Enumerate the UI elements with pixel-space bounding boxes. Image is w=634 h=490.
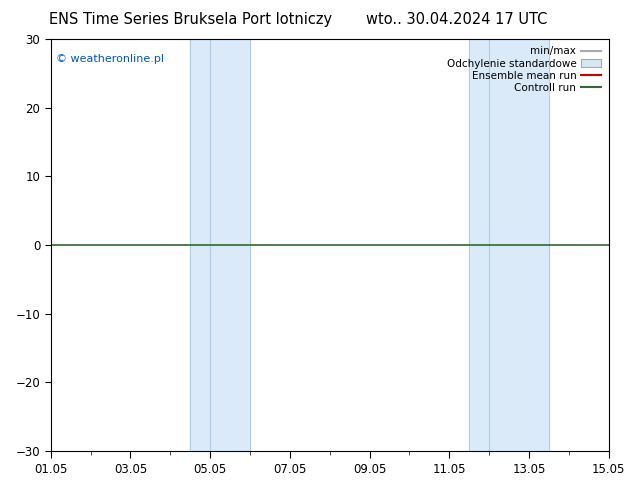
Legend: min/max, Odchylenie standardowe, Ensemble mean run, Controll run: min/max, Odchylenie standardowe, Ensembl… [444,45,604,95]
Text: ENS Time Series Bruksela Port lotniczy: ENS Time Series Bruksela Port lotniczy [49,12,332,27]
Bar [190,39,250,451]
Text: © weatheronline.pl: © weatheronline.pl [56,53,164,64]
Bar [469,39,549,451]
Text: wto.. 30.04.2024 17 UTC: wto.. 30.04.2024 17 UTC [366,12,547,27]
